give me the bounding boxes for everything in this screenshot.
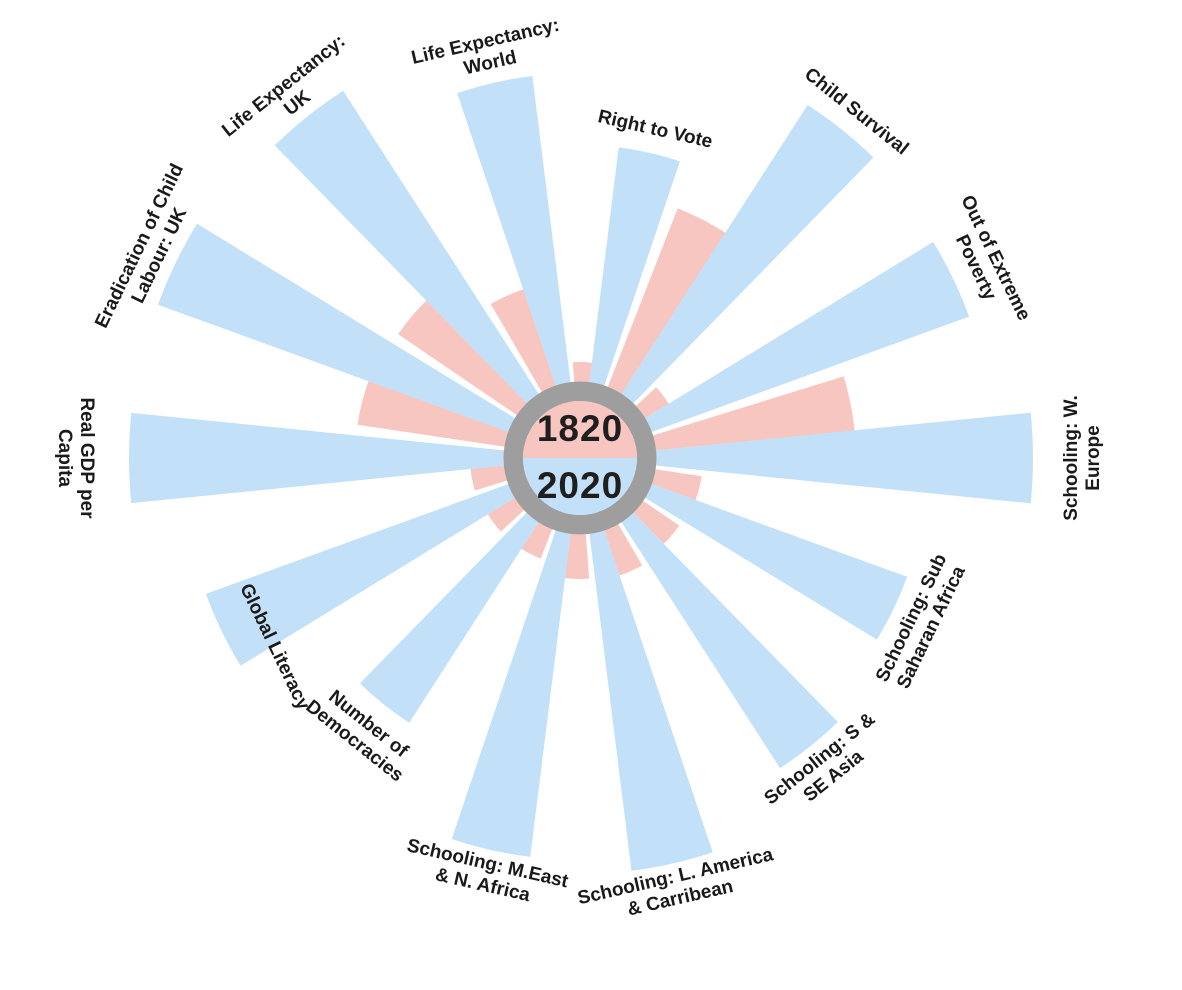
wedge-2020-child-survival	[585, 105, 874, 451]
wedge-2020-schooling-l-america-carribean	[581, 467, 713, 871]
wedge-2020-real-gdp-per-capita	[129, 412, 571, 504]
wedge-1820-child-survival	[583, 208, 726, 450]
wedge-2020-eradication-of-child-labour-uk	[157, 223, 572, 455]
center-badge-top-1820	[523, 401, 637, 458]
wedge-2020-number-of-democracies	[359, 465, 575, 723]
wedge-2020-life-expectancy-uk	[274, 90, 575, 451]
wedge-1820-schooling-w-europe	[589, 376, 855, 458]
wedge-2020-out-of-extreme-poverty	[588, 241, 970, 455]
category-label-real-gdp-per-capita: Real GDP per Capita	[54, 397, 97, 519]
wedge-2020-schooling-w-europe	[589, 412, 1033, 504]
wedge-2020-schooling-sub-saharan-africa	[588, 461, 908, 640]
wedge-2020-life-expectancy-world	[457, 75, 579, 449]
category-label-schooling-w-europe: Schooling: W. Europe	[1061, 395, 1104, 521]
wedge-2020-global-literacy	[205, 461, 572, 666]
wedge-2020-schooling-m-east-n-africa	[451, 467, 579, 857]
wedge-2020-schooling-s-se-asia	[585, 465, 838, 769]
center-ring	[503, 381, 657, 535]
center-year-1820: 1820	[536, 408, 624, 449]
wedge-2020-right-to-vote	[581, 147, 680, 449]
center-badge-bottom-2020	[523, 458, 637, 515]
center-year-2020: 2020	[536, 465, 624, 506]
